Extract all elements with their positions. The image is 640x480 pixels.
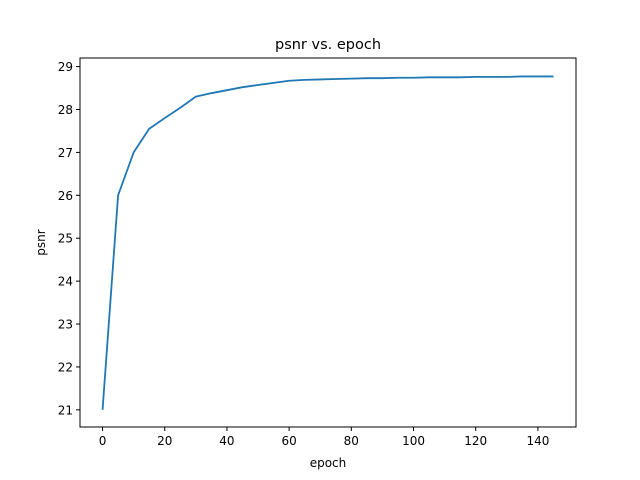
x-axis-label: epoch — [310, 456, 347, 470]
y-tick-label: 22 — [58, 360, 73, 374]
y-axis-label: psnr — [34, 229, 48, 255]
y-axis: 21 22 23 24 25 26 27 28 29 — [58, 60, 80, 417]
x-tick-label: 80 — [344, 434, 359, 448]
x-tick-label: 60 — [281, 434, 296, 448]
y-tick-label: 21 — [58, 403, 73, 417]
x-tick-label: 40 — [219, 434, 234, 448]
x-tick-label: 0 — [99, 434, 107, 448]
plot-area — [101, 75, 554, 410]
y-tick-label: 28 — [58, 103, 73, 117]
y-tick-label: 27 — [58, 146, 73, 160]
y-tick-label: 24 — [58, 275, 73, 289]
x-tick-label: 140 — [526, 434, 549, 448]
series-line — [101, 75, 554, 410]
chart-title: psnr vs. epoch — [275, 37, 381, 53]
y-tick-label: 25 — [58, 232, 73, 246]
plot-frame — [79, 57, 577, 428]
y-tick-label: 26 — [58, 189, 73, 203]
x-axis: 0 20 40 60 80 100 120 140 — [99, 427, 549, 448]
y-tick-label: 23 — [58, 318, 73, 332]
y-tick-label: 29 — [58, 60, 73, 74]
x-tick-label: 120 — [464, 434, 487, 448]
x-tick-label: 100 — [402, 434, 425, 448]
x-tick-label: 20 — [157, 434, 172, 448]
